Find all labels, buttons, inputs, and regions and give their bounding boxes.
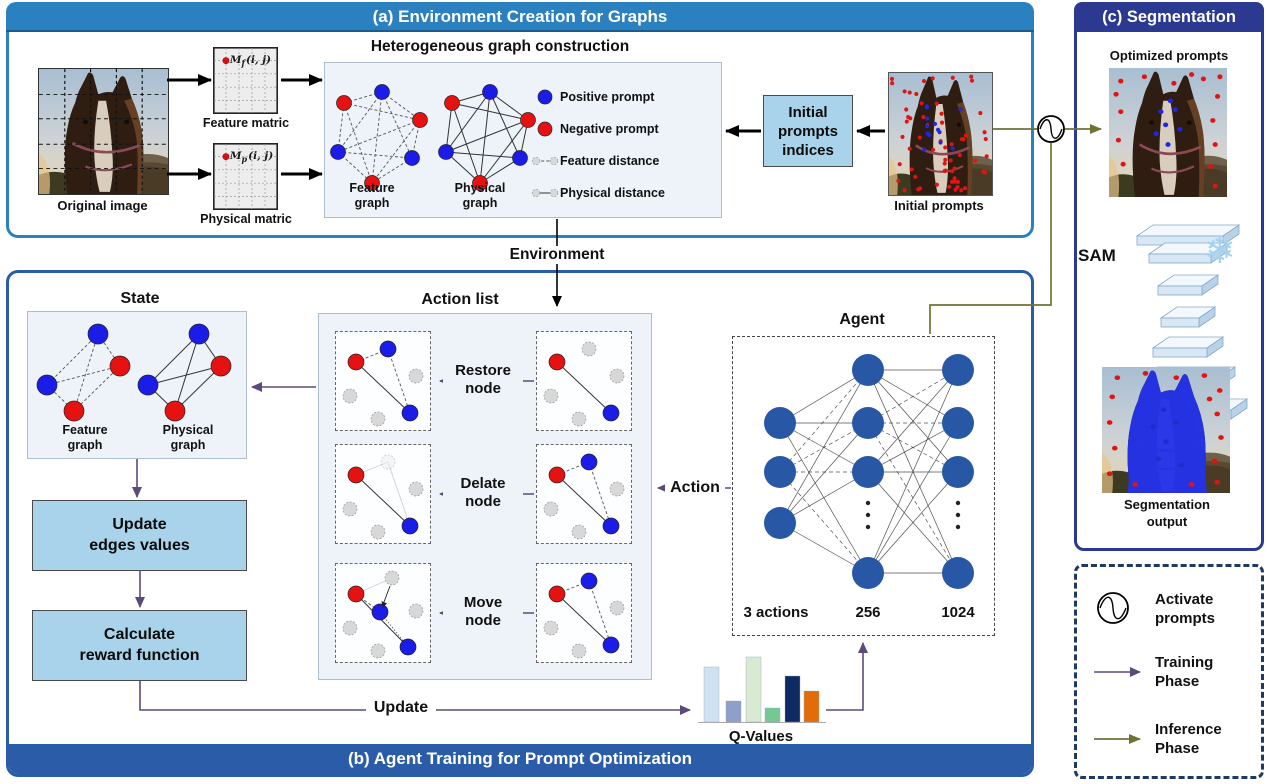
inference-phase-label: Inference Phase (1155, 721, 1222, 757)
activate-prompts-label: Activate prompts (1155, 591, 1215, 627)
panel-c-title: (c) Segmentation (1102, 8, 1236, 26)
segmentation-output-caption: Segmentation output (1124, 497, 1210, 529)
panel-a-banner: (a) Environment Creation for Graphs (6, 2, 1034, 32)
optimized-prompts-image (1109, 68, 1227, 197)
agent-layer-label-output: 1024 (941, 604, 975, 621)
restore-before-box (536, 331, 632, 431)
action-list-title: Action list (421, 291, 499, 308)
update-edges-box: Update edges values (32, 500, 247, 571)
qvalues-caption: Q-Values (728, 728, 794, 745)
qvalues-chart (698, 656, 826, 723)
snowflake-icon: ❄ (1204, 230, 1236, 272)
panel-a-title: (a) Environment Creation for Graphs (372, 7, 668, 26)
legend-positive-prompt: Positive prompt (560, 90, 655, 104)
legend-physical-distance: Physical distance (560, 186, 665, 200)
optimized-prompts-caption: Optimized prompts (1109, 48, 1229, 63)
legend-feature-distance: Feature distance (560, 154, 660, 168)
feature-graph-caption: Feature graph (349, 181, 395, 210)
state-graphs (36, 323, 232, 422)
segmentation-output-image (1102, 367, 1230, 493)
delete-after-box (335, 444, 431, 544)
activate-prompts-icon (1037, 115, 1065, 143)
delate-node-label: Delate node (443, 475, 523, 511)
move-before-graph (543, 572, 625, 659)
training-phase-label: Training Phase (1155, 654, 1214, 690)
delete-before-graph (543, 453, 625, 540)
matrix-dot-icon: ● (222, 152, 230, 162)
update-label: Update (366, 699, 436, 717)
environment-label: Environment (497, 246, 617, 264)
legend-negative-prompt: Negative prompt (560, 122, 659, 136)
agent-layer-label-input: 3 actions (743, 604, 809, 621)
move-node-label: Move node (443, 594, 523, 630)
feature-matrix-caption: Feature matric (202, 116, 290, 130)
agent-title: Agent (839, 311, 885, 328)
physical-graph-caption: Physical graph (454, 181, 506, 210)
initial-prompts-indices-box: Initial prompts indices (763, 95, 853, 167)
state-title: State (120, 290, 160, 307)
original-image-caption: Original image (57, 198, 148, 213)
move-after-box (335, 563, 431, 663)
hetero-box (324, 62, 722, 218)
delete-before-box (536, 444, 632, 544)
calculate-reward-box: Calculate reward function (32, 610, 247, 681)
initial-prompts-image (888, 72, 993, 196)
move-after-graph (342, 570, 424, 659)
restore-after-graph (342, 340, 424, 427)
feature-matrix-formula: ●Mf (i, j) (222, 54, 272, 69)
physical-matrix-formula: ●Mp (i, j) (222, 150, 274, 165)
panel-c-banner: (c) Segmentation (1074, 2, 1264, 32)
delete-after-graph (342, 454, 424, 540)
heterogeneous-graphs (330, 84, 559, 198)
panel-b-banner: (b) Agent Training for Prompt Optimizati… (9, 744, 1031, 774)
state-physical-caption: Physical graph (162, 423, 214, 452)
restore-before-graph (543, 341, 625, 427)
matrix-dot-icon: ● (222, 56, 230, 66)
restore-node-label: Restore node (443, 362, 523, 398)
restore-after-box (335, 331, 431, 431)
agent-layer-label-hidden: 256 (855, 604, 881, 621)
state-feature-caption: Feature graph (62, 423, 108, 452)
physical-matrix (213, 143, 278, 210)
initial-prompts-caption: Initial prompts (894, 198, 984, 213)
move-before-box (536, 563, 632, 663)
hetero-title: Heterogeneous graph construction (370, 38, 630, 55)
state-box (27, 311, 247, 459)
panel-b-title: (b) Agent Training for Prompt Optimizati… (347, 749, 693, 768)
agent-network (764, 354, 974, 589)
physical-matrix-caption: Physical matric (200, 212, 292, 226)
action-label: Action (665, 479, 725, 497)
original-image (38, 68, 169, 195)
feature-matrix (213, 47, 278, 114)
sam-label: SAM (1078, 246, 1116, 265)
